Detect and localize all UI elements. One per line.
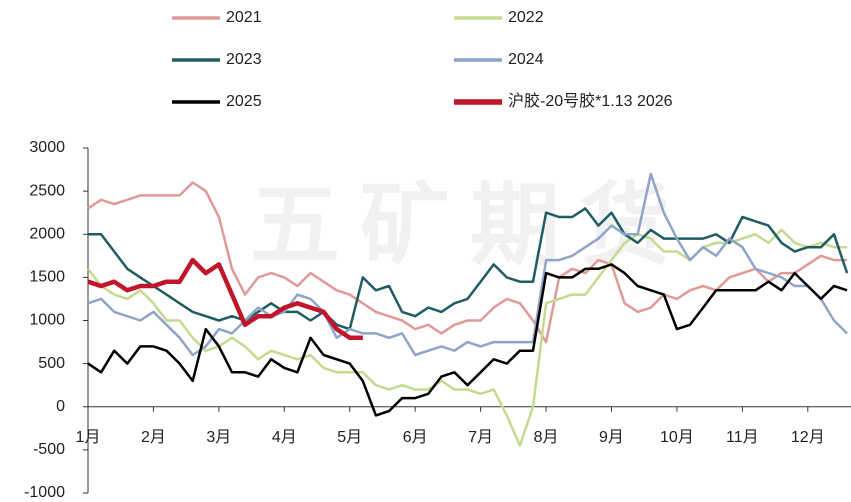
- legend-label: 2025: [226, 93, 262, 110]
- legend-label: 2023: [226, 51, 262, 68]
- x-tick-label: 11月: [726, 429, 759, 446]
- x-tick-label: 6月: [403, 429, 428, 446]
- x-tick-label: 4月: [272, 429, 297, 446]
- y-tick-label: 3000: [29, 139, 65, 156]
- y-tick-label: 0: [56, 398, 65, 415]
- x-tick-label: 8月: [534, 429, 559, 446]
- x-tick-label: 9月: [599, 429, 624, 446]
- y-tick-label: 1500: [29, 269, 65, 286]
- watermark: 五矿期货: [250, 176, 690, 276]
- legend-label: 2021: [226, 9, 262, 26]
- x-tick-label: 7月: [468, 429, 493, 446]
- legend-label: 2024: [508, 51, 544, 68]
- x-tick-label: 10月: [660, 429, 694, 446]
- legend-label: 2022: [508, 9, 544, 26]
- x-tick-label: 2月: [141, 429, 166, 446]
- y-tick-label: 2000: [29, 225, 65, 242]
- series-line: [87, 257, 363, 341]
- x-tick-label: 12月: [791, 429, 825, 446]
- x-tick-label: 3月: [206, 429, 231, 446]
- y-tick-label: 2500: [29, 182, 65, 199]
- legend-label: 沪胶-20号胶*1.13 2026: [508, 92, 673, 110]
- y-tick-label: -1000: [24, 484, 65, 501]
- x-tick-label: 5月: [337, 429, 362, 446]
- x-tick-label: 1月: [76, 429, 101, 446]
- y-tick-label: -500: [33, 441, 65, 458]
- series-line: [87, 172, 848, 357]
- series-line: [87, 228, 848, 447]
- series-line: [87, 181, 848, 344]
- series-line: [88, 207, 849, 331]
- series-line: [87, 263, 848, 417]
- y-tick-label: 500: [38, 355, 65, 372]
- y-tick-label: 1000: [29, 312, 65, 329]
